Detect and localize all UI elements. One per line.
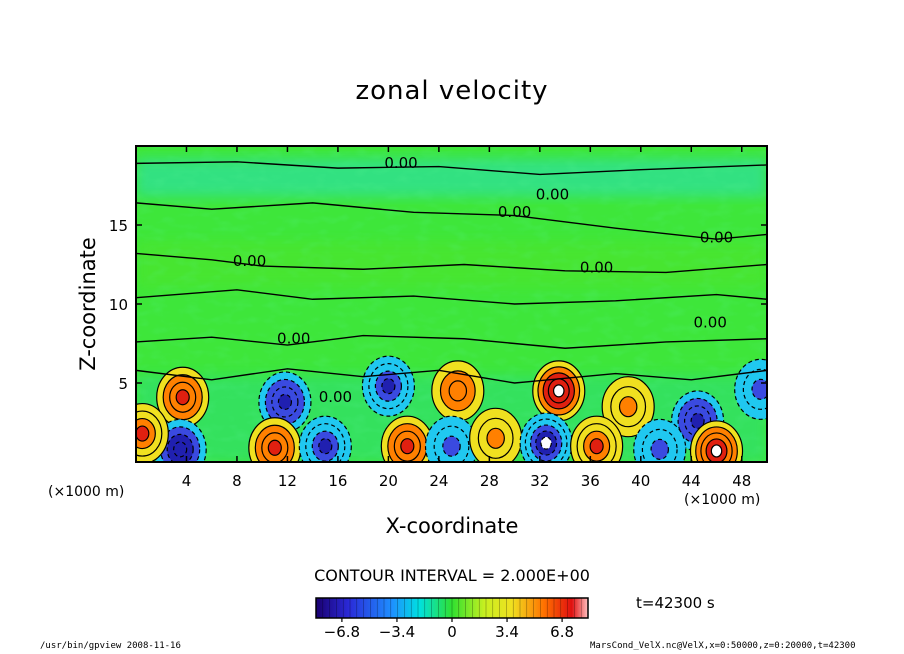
x-tick-label: 16	[328, 472, 347, 490]
vortex-level	[650, 438, 669, 460]
vortex-9	[248, 417, 302, 462]
time-label: t=42300 s	[636, 594, 715, 612]
vortex-17	[689, 420, 744, 462]
vortex-level	[589, 438, 604, 455]
x-tick-label: 28	[480, 472, 499, 490]
colorbar-tick-label: 6.8	[550, 623, 574, 641]
vortex-level	[442, 435, 461, 457]
vortex-level	[710, 444, 723, 458]
vortex-2	[361, 355, 415, 417]
vortex-12	[424, 415, 479, 462]
footer-left-text: /usr/bin/gpview 2008-11-16	[40, 641, 181, 651]
x-tick-label: 20	[379, 472, 398, 490]
y-tick-label: 10	[109, 296, 128, 314]
vortex-level	[277, 393, 293, 411]
vortex-15	[570, 415, 624, 462]
vortex-7	[734, 358, 767, 420]
vortex-level	[136, 425, 150, 442]
vortex-level	[267, 439, 282, 456]
contour-label-7: 0.00	[277, 330, 310, 348]
y-tick-label: 5	[118, 375, 128, 393]
zero-contour-0	[136, 161, 767, 176]
vortex-3	[431, 360, 485, 422]
x-unit-label-left: (×1000 m)	[48, 484, 125, 500]
vortex-14	[519, 412, 573, 462]
zero-contour-2	[136, 252, 767, 274]
contour-label-6: 0.00	[694, 314, 727, 332]
velocity-field: 0.00 0.00 0.00 0.00 0.00 0.00 0.00 0.00 0.00	[136, 146, 767, 462]
vortex-level	[173, 441, 188, 458]
x-tick-label: 48	[732, 472, 751, 490]
colorbar-tick-label: 0	[447, 623, 457, 641]
x-tick-label: 8	[232, 472, 242, 490]
vortex-level	[318, 438, 333, 455]
y-tick-label: 15	[109, 217, 128, 235]
x-tick-label: 4	[182, 472, 192, 490]
x-tick-label: 32	[530, 472, 549, 490]
vortex-level	[552, 384, 565, 398]
vortex-1	[258, 371, 312, 433]
x-tick-label: 36	[581, 472, 600, 490]
colorbar-tick-label: 3.4	[495, 623, 519, 641]
vortex-level	[381, 378, 396, 395]
vortex-4	[532, 360, 586, 422]
x-tick-label: 44	[682, 472, 701, 490]
x-tick-label: 12	[278, 472, 297, 490]
contour-label-5: 0.00	[580, 258, 613, 276]
chart-title: zonal velocity	[355, 76, 549, 106]
vortex-level	[751, 378, 767, 400]
vortex-level	[690, 412, 705, 430]
contour-label-4: 0.00	[233, 252, 266, 270]
vortex-18	[136, 402, 169, 462]
x-unit-label-right: (×1000 m)	[684, 492, 761, 508]
vortex-level	[448, 380, 468, 402]
vortex-level	[540, 436, 552, 450]
vortex-10	[298, 415, 352, 462]
x-tick-label: 40	[631, 472, 650, 490]
zero-contour-5	[136, 368, 767, 384]
footer-right-text: MarsCond_VelX.nc@VelX,x=0:50000,z=0:2000…	[590, 641, 856, 651]
vortex-level	[400, 438, 415, 455]
colorbar-tick-label: −3.4	[379, 623, 415, 641]
colorbar-tick-label: −6.8	[324, 623, 360, 641]
contour-label-3: 0.00	[700, 228, 733, 246]
vortex-13	[469, 407, 523, 462]
x-tick-label: 24	[429, 472, 448, 490]
y-axis-label: Z-coordinate	[76, 237, 100, 371]
vortex-level	[486, 427, 505, 449]
zero-contour-4	[136, 334, 767, 349]
contour-label-2: 0.00	[536, 186, 569, 204]
vortex-0	[156, 366, 210, 428]
colorbar: −6.8 −3.4 0 3.4 6.8	[315, 597, 589, 641]
vortex-level	[175, 389, 190, 406]
zero-contour-3	[136, 289, 767, 305]
contour-interval-label: CONTOUR INTERVAL = 2.000E+00	[314, 566, 590, 585]
contour-label-1: 0.00	[498, 203, 531, 221]
vortex-5	[601, 376, 655, 438]
x-axis-label: X-coordinate	[385, 514, 519, 538]
contour-label-8: 0.00	[319, 388, 352, 406]
zero-contour-1	[136, 202, 767, 240]
contour-label-0: 0.00	[384, 154, 417, 172]
vortex-level	[618, 396, 638, 418]
vortex-16	[633, 418, 687, 462]
